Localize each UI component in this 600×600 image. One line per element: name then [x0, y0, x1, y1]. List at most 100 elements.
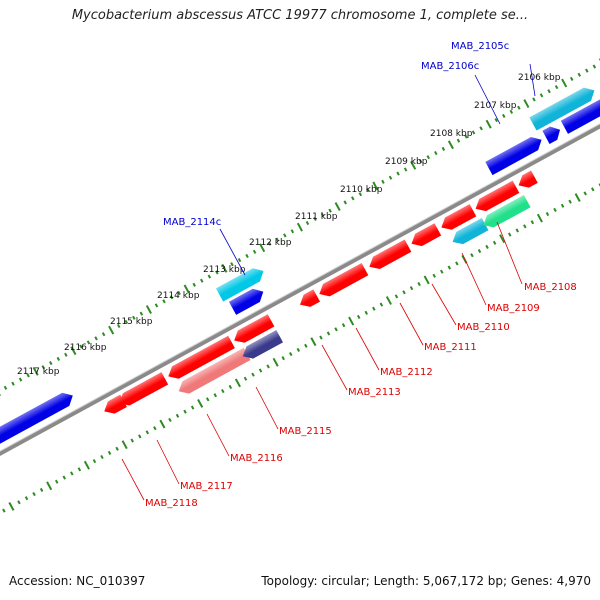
reverse-gene-label[interactable]: MAB_2112: [380, 367, 433, 378]
ruler-tick-lower: [385, 296, 392, 305]
ruler-tick-upper: [169, 295, 174, 300]
ruler-tick-upper: [328, 208, 332, 213]
ruler-tick-upper: [561, 78, 568, 88]
ruler-tick-lower: [553, 207, 557, 212]
ruler-tick-upper: [509, 109, 514, 114]
ruler-tick-lower: [568, 199, 572, 204]
reverse-cds-feature[interactable]: [515, 170, 538, 192]
reverse-cds-feature[interactable]: [438, 204, 477, 234]
ruler-tick-upper: [207, 274, 212, 279]
ruler-tick-upper: [381, 179, 385, 184]
ruler-tick-lower: [258, 368, 263, 373]
reverse-cds-feature[interactable]: [366, 239, 412, 273]
ruler-tick-lower: [190, 405, 195, 410]
ruler-tick-lower: [394, 294, 399, 299]
ruler-tick-lower: [183, 409, 187, 414]
ruler-tick-lower: [402, 290, 406, 295]
kbp-tick-label: 2112 kbp: [249, 238, 292, 248]
forward-label-leader: [219, 228, 246, 276]
ruler-tick-lower: [310, 337, 317, 347]
ruler-tick-lower: [348, 316, 355, 326]
ruler-tick-upper: [79, 344, 83, 349]
reverse-label-leader: [156, 439, 180, 485]
ruler-tick-upper: [517, 105, 521, 110]
ruler-tick-upper: [221, 263, 228, 273]
ruler-tick-upper: [18, 377, 23, 382]
ruler-tick-upper: [283, 233, 287, 238]
reverse-gene-label[interactable]: MAB_2117: [180, 481, 233, 492]
ruler-tick-upper: [275, 237, 280, 242]
ruler-tick-lower: [507, 232, 512, 237]
reverse-gene-label[interactable]: MAB_2109: [487, 303, 540, 314]
reverse-cds-feature[interactable]: [408, 223, 442, 250]
forward-gene-label[interactable]: MAB_2106c: [421, 61, 479, 72]
ruler-tick-lower: [83, 460, 90, 470]
forward-gene-label[interactable]: MAB_2114c: [163, 217, 221, 228]
ruler-tick-lower: [107, 450, 112, 455]
reverse-cds-feature[interactable]: [316, 262, 369, 300]
reverse-gene-label[interactable]: MAB_2115: [279, 426, 332, 437]
ruler-tick-upper: [485, 119, 492, 129]
ruler-tick-upper: [11, 381, 15, 386]
reverse-gene-label[interactable]: MAB_2113: [348, 387, 401, 398]
reverse-gene-label[interactable]: MAB_2110: [457, 322, 510, 333]
kbp-tick-label: 2107 kbp: [474, 101, 517, 111]
ruler-tick-upper: [215, 270, 219, 275]
ruler-tick-upper: [32, 366, 39, 376]
forward-cds-feature-highlight[interactable]: [215, 264, 267, 302]
reverse-cds-feature-highlight[interactable]: [449, 217, 489, 248]
ruler-tick-upper: [296, 222, 303, 232]
forward-cds-feature-highlight[interactable]: [529, 84, 598, 131]
forward-cds-feature[interactable]: [560, 25, 600, 134]
reverse-cds-feature-highlight[interactable]: [480, 194, 531, 231]
kbp-tick-label: 2115 kbp: [110, 317, 153, 327]
ruler-tick-upper: [237, 258, 242, 263]
ruler-tick-lower: [266, 364, 270, 369]
ruler-tick-lower: [341, 323, 346, 328]
reverse-cds-feature[interactable]: [165, 335, 235, 383]
ruler-tick-lower: [8, 501, 15, 511]
forward-label-leader: [474, 74, 501, 125]
reverse-cds-feature-highlight[interactable]: [239, 330, 284, 362]
ruler-tick-lower: [492, 240, 497, 245]
ruler-tick-lower: [334, 327, 338, 332]
ruler-tick-lower: [304, 343, 308, 348]
forward-cds-feature[interactable]: [485, 133, 545, 176]
ruler-tick-lower: [477, 249, 482, 254]
reverse-cds-feature[interactable]: [116, 372, 169, 409]
ruler-tick-upper: [70, 346, 77, 356]
ruler-tick-lower: [574, 193, 581, 202]
reverse-gene-label[interactable]: MAB_2118: [145, 498, 198, 509]
forward-cds-feature[interactable]: [542, 123, 563, 144]
reverse-cds-feature[interactable]: [472, 180, 520, 215]
reverse-gene-label[interactable]: MAB_2108: [524, 282, 577, 293]
reverse-gene-label[interactable]: MAB_2116: [230, 453, 283, 464]
ruler-tick-lower: [138, 434, 142, 439]
ruler-tick-upper: [94, 336, 98, 341]
reverse-cds-feature-highlight[interactable]: [175, 347, 251, 398]
reverse-gene-label[interactable]: MAB_2111: [424, 342, 477, 353]
reverse-label-leader: [431, 283, 457, 326]
reverse-label-leader: [321, 344, 348, 391]
ruler-tick-upper: [245, 253, 249, 259]
ruler-tick-lower: [523, 224, 527, 229]
ruler-tick-lower: [24, 496, 29, 501]
ruler-tick-upper: [577, 72, 582, 77]
ruler-tick-lower: [319, 335, 323, 340]
ruler-tick-lower: [70, 471, 74, 476]
forward-cds-feature[interactable]: [0, 389, 76, 465]
ruler-tick-upper: [447, 140, 454, 150]
reverse-cds-feature[interactable]: [297, 289, 321, 310]
kbp-tick-label: 2110 kbp: [340, 185, 383, 195]
ruler-tick-upper: [305, 220, 310, 226]
ruler-tick-upper: [313, 216, 317, 221]
ruler-tick-upper: [396, 171, 400, 176]
ruler-tick-lower: [221, 389, 225, 394]
forward-gene-label[interactable]: MAB_2105c: [451, 41, 509, 52]
forward-cds-feature[interactable]: [228, 285, 267, 315]
reverse-cds-feature[interactable]: [231, 314, 275, 346]
ruler-tick-lower: [100, 454, 104, 460]
ruler-tick-upper: [532, 97, 536, 102]
